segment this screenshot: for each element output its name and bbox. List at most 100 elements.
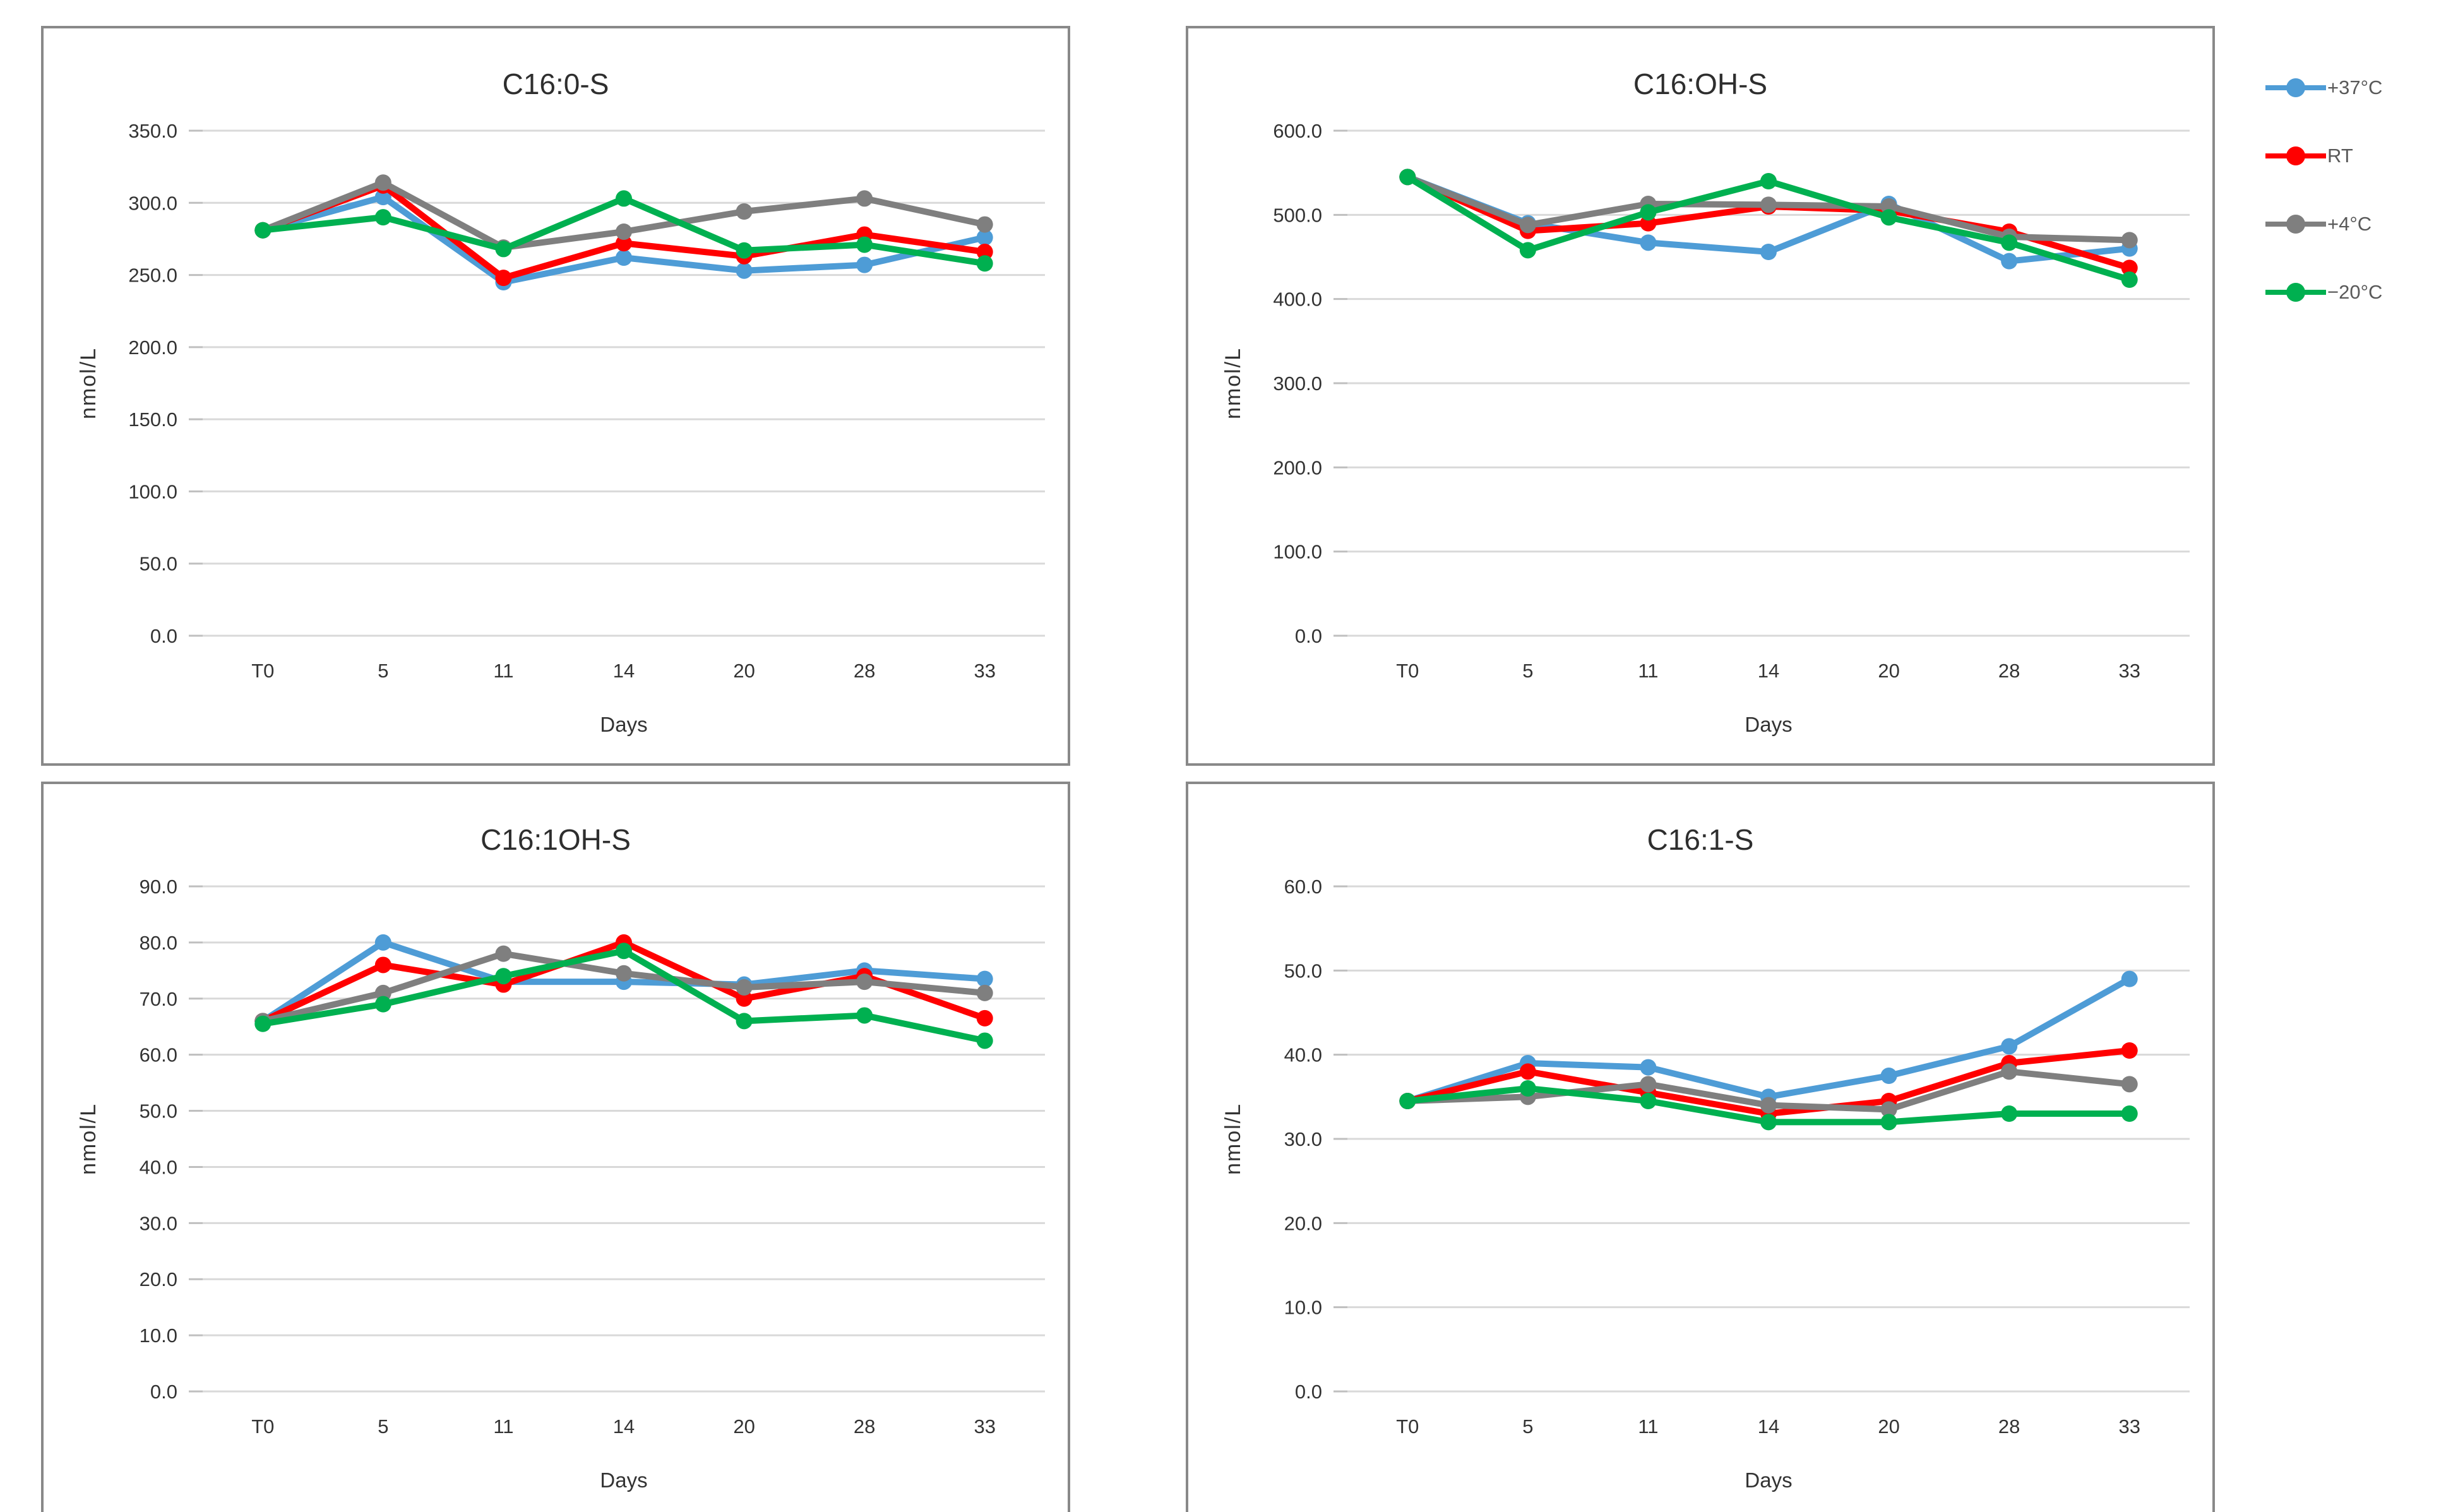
y-tick-label: 40.0 [1284, 1044, 1322, 1066]
legend: +37°C RT +4°C −20°C [2265, 74, 2382, 306]
y-tick-label: 350.0 [128, 120, 177, 142]
y-tick-label: 500.0 [1273, 204, 1322, 226]
y-tick-label: 250.0 [128, 265, 177, 287]
x-tick-label: T0 [251, 660, 274, 682]
y-tick-label: 20.0 [140, 1268, 177, 1290]
x-axis-labels: T0 5 11 14 20 28 33 [251, 1415, 996, 1438]
y-tick-label: 200.0 [1273, 456, 1322, 479]
x-tick-label: 14 [1758, 660, 1779, 682]
y-tick-label: 150.0 [128, 408, 177, 431]
series-20c [254, 190, 993, 272]
x-tick-label: 14 [613, 660, 635, 682]
legend-item-rt: RT [2265, 143, 2382, 169]
x-tick-label: 5 [378, 660, 388, 682]
y-tick-label: 400.0 [1273, 289, 1322, 311]
chart-panel-c16-0-s: C16:0-S 0.0 50.0 100.0 150.0 200.0 250.0 300.0 3… [41, 26, 1070, 766]
y-tick-label: 70.0 [140, 988, 177, 1010]
gridlines: 0.0 50.0 100.0 150.0 200.0 250.0 300.0 350.0 [128, 120, 1045, 647]
x-tick-label: 14 [613, 1415, 635, 1438]
x-tick-label: 11 [493, 1415, 513, 1438]
x-tick-label: 11 [1638, 1415, 1658, 1438]
x-axis-labels: T0 5 11 14 20 28 33 [1396, 660, 2140, 682]
x-tick-label: 20 [1878, 660, 1899, 682]
y-tick-label: 600.0 [1273, 120, 1322, 142]
chart-title: C16:OH-S [1633, 68, 1767, 100]
chart-canvas-c16-1oh-s: C16:1OH-S 0.0 10.0 20.0 30.0 40.0 50.0 60.0 70.0… [76, 823, 1045, 1492]
legend-item-minus20c: −20°C [2265, 279, 2382, 306]
x-tick-label: T0 [1396, 660, 1419, 682]
x-tick-label: 20 [733, 660, 755, 682]
y-tick-label: 80.0 [140, 932, 177, 954]
y-tick-label: 300.0 [1273, 372, 1322, 395]
y-tick-label: 100.0 [1273, 541, 1322, 563]
legend-item-plus4c: +4°C [2265, 211, 2382, 237]
y-axis-title: nmol/L [1221, 1103, 1245, 1175]
x-tick-label: 28 [854, 1415, 875, 1438]
y-tick-label: 30.0 [140, 1212, 177, 1234]
x-axis-labels: T0 5 11 14 20 28 33 [1396, 1415, 2140, 1438]
y-tick-label: 0.0 [150, 1381, 177, 1403]
gridlines: 0.0 10.0 20.0 30.0 40.0 50.0 60.0 [1284, 876, 2190, 1403]
series-swatch-plus37c-icon [2265, 77, 2326, 98]
x-tick-label: T0 [1396, 1415, 1419, 1438]
legend-label-plus4c: +4°C [2327, 213, 2372, 235]
y-tick-label: 100.0 [128, 480, 177, 503]
y-tick-label: 30.0 [1284, 1128, 1322, 1150]
chart-title: C16:1OH-S [480, 823, 631, 856]
x-axis-title: Days [1745, 1468, 1792, 1492]
y-tick-label: 50.0 [1284, 960, 1322, 982]
y-tick-label: 300.0 [128, 192, 177, 214]
x-tick-label: 28 [1998, 660, 2020, 682]
x-tick-label: 11 [1638, 660, 1658, 682]
chart-title: C16:1-S [1647, 823, 1754, 856]
y-axis-title: nmol/L [76, 347, 100, 419]
chart-panel-c16-oh-s: C16:OH-S 0.0 100.0 200.0 300.0 400.0 500.0 600.… [1186, 26, 2215, 766]
series-20c [254, 943, 993, 1049]
y-tick-label: 60.0 [1284, 876, 1322, 898]
series-swatch-minus20c-icon [2265, 282, 2326, 303]
x-tick-label: 33 [2118, 660, 2140, 682]
y-tick-label: 200.0 [128, 336, 177, 359]
x-tick-label: 5 [378, 1415, 388, 1438]
series-swatch-rt-icon [2265, 145, 2326, 167]
y-tick-label: 0.0 [150, 625, 177, 647]
series-swatch-plus4c-icon [2265, 213, 2326, 235]
x-tick-label: 33 [974, 660, 995, 682]
legend-label-plus37c: +37°C [2327, 76, 2383, 98]
y-tick-label: 0.0 [1295, 1381, 1322, 1403]
x-axis-title: Days [600, 713, 647, 736]
y-tick-label: 90.0 [140, 876, 177, 898]
series-20c [1399, 1080, 2138, 1131]
chart-panel-c16-1oh-s: C16:1OH-S 0.0 10.0 20.0 30.0 40.0 50.0 60.0 70.0… [41, 782, 1070, 1512]
x-tick-label: 33 [974, 1415, 995, 1438]
x-tick-label: 5 [1522, 660, 1533, 682]
x-tick-label: 20 [1878, 1415, 1899, 1438]
x-tick-label: 28 [854, 660, 875, 682]
y-tick-label: 60.0 [140, 1044, 177, 1066]
chart-canvas-c16-1-s: C16:1-S 0.0 10.0 20.0 30.0 40.0 50.0 60.0 T0 5 11 1… [1221, 823, 2190, 1492]
y-tick-label: 50.0 [140, 553, 177, 575]
x-tick-label: 11 [493, 660, 513, 682]
y-axis-title: nmol/L [76, 1103, 100, 1175]
x-tick-label: 5 [1522, 1415, 1533, 1438]
legend-item-plus37c: +37°C [2265, 74, 2382, 101]
x-axis-title: Days [600, 1468, 647, 1492]
y-axis-title: nmol/L [1221, 347, 1245, 419]
x-axis-labels: T0 5 11 14 20 28 33 [251, 660, 996, 682]
x-tick-label: T0 [251, 1415, 274, 1438]
gridlines: 0.0 100.0 200.0 300.0 400.0 500.0 600.0 [1273, 120, 2190, 647]
x-tick-label: 33 [2118, 1415, 2140, 1438]
x-tick-label: 14 [1758, 1415, 1779, 1438]
legend-label-minus20c: −20°C [2327, 281, 2383, 303]
y-tick-label: 0.0 [1295, 625, 1322, 647]
x-tick-label: 28 [1998, 1415, 2020, 1438]
x-tick-label: 20 [733, 1415, 755, 1438]
gridlines: 0.0 10.0 20.0 30.0 40.0 50.0 60.0 70.0 80.0 90.0 [140, 876, 1045, 1403]
y-tick-label: 10.0 [140, 1324, 177, 1347]
y-tick-label: 50.0 [140, 1100, 177, 1122]
y-tick-label: 40.0 [140, 1156, 177, 1178]
legend-label-rt: RT [2327, 145, 2353, 167]
chart-canvas-c16-0-s: C16:0-S 0.0 50.0 100.0 150.0 200.0 250.0 300.0 3… [76, 68, 1045, 736]
chart-panel-c16-1-s: C16:1-S 0.0 10.0 20.0 30.0 40.0 50.0 60.0 T0 5 11 1… [1186, 782, 2215, 1512]
